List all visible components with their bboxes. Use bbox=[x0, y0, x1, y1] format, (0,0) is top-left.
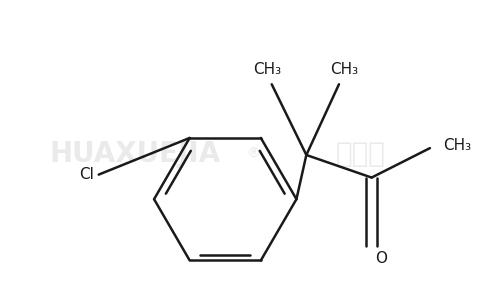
Text: Cl: Cl bbox=[79, 167, 94, 182]
Text: 化学加: 化学加 bbox=[336, 140, 386, 168]
Text: CH₃: CH₃ bbox=[330, 62, 358, 77]
Text: CH₃: CH₃ bbox=[443, 138, 471, 152]
Text: CH₃: CH₃ bbox=[253, 62, 281, 77]
Text: HUAXUEJIA: HUAXUEJIA bbox=[50, 140, 221, 168]
Text: ®: ® bbox=[246, 147, 260, 161]
Text: O: O bbox=[375, 251, 387, 266]
